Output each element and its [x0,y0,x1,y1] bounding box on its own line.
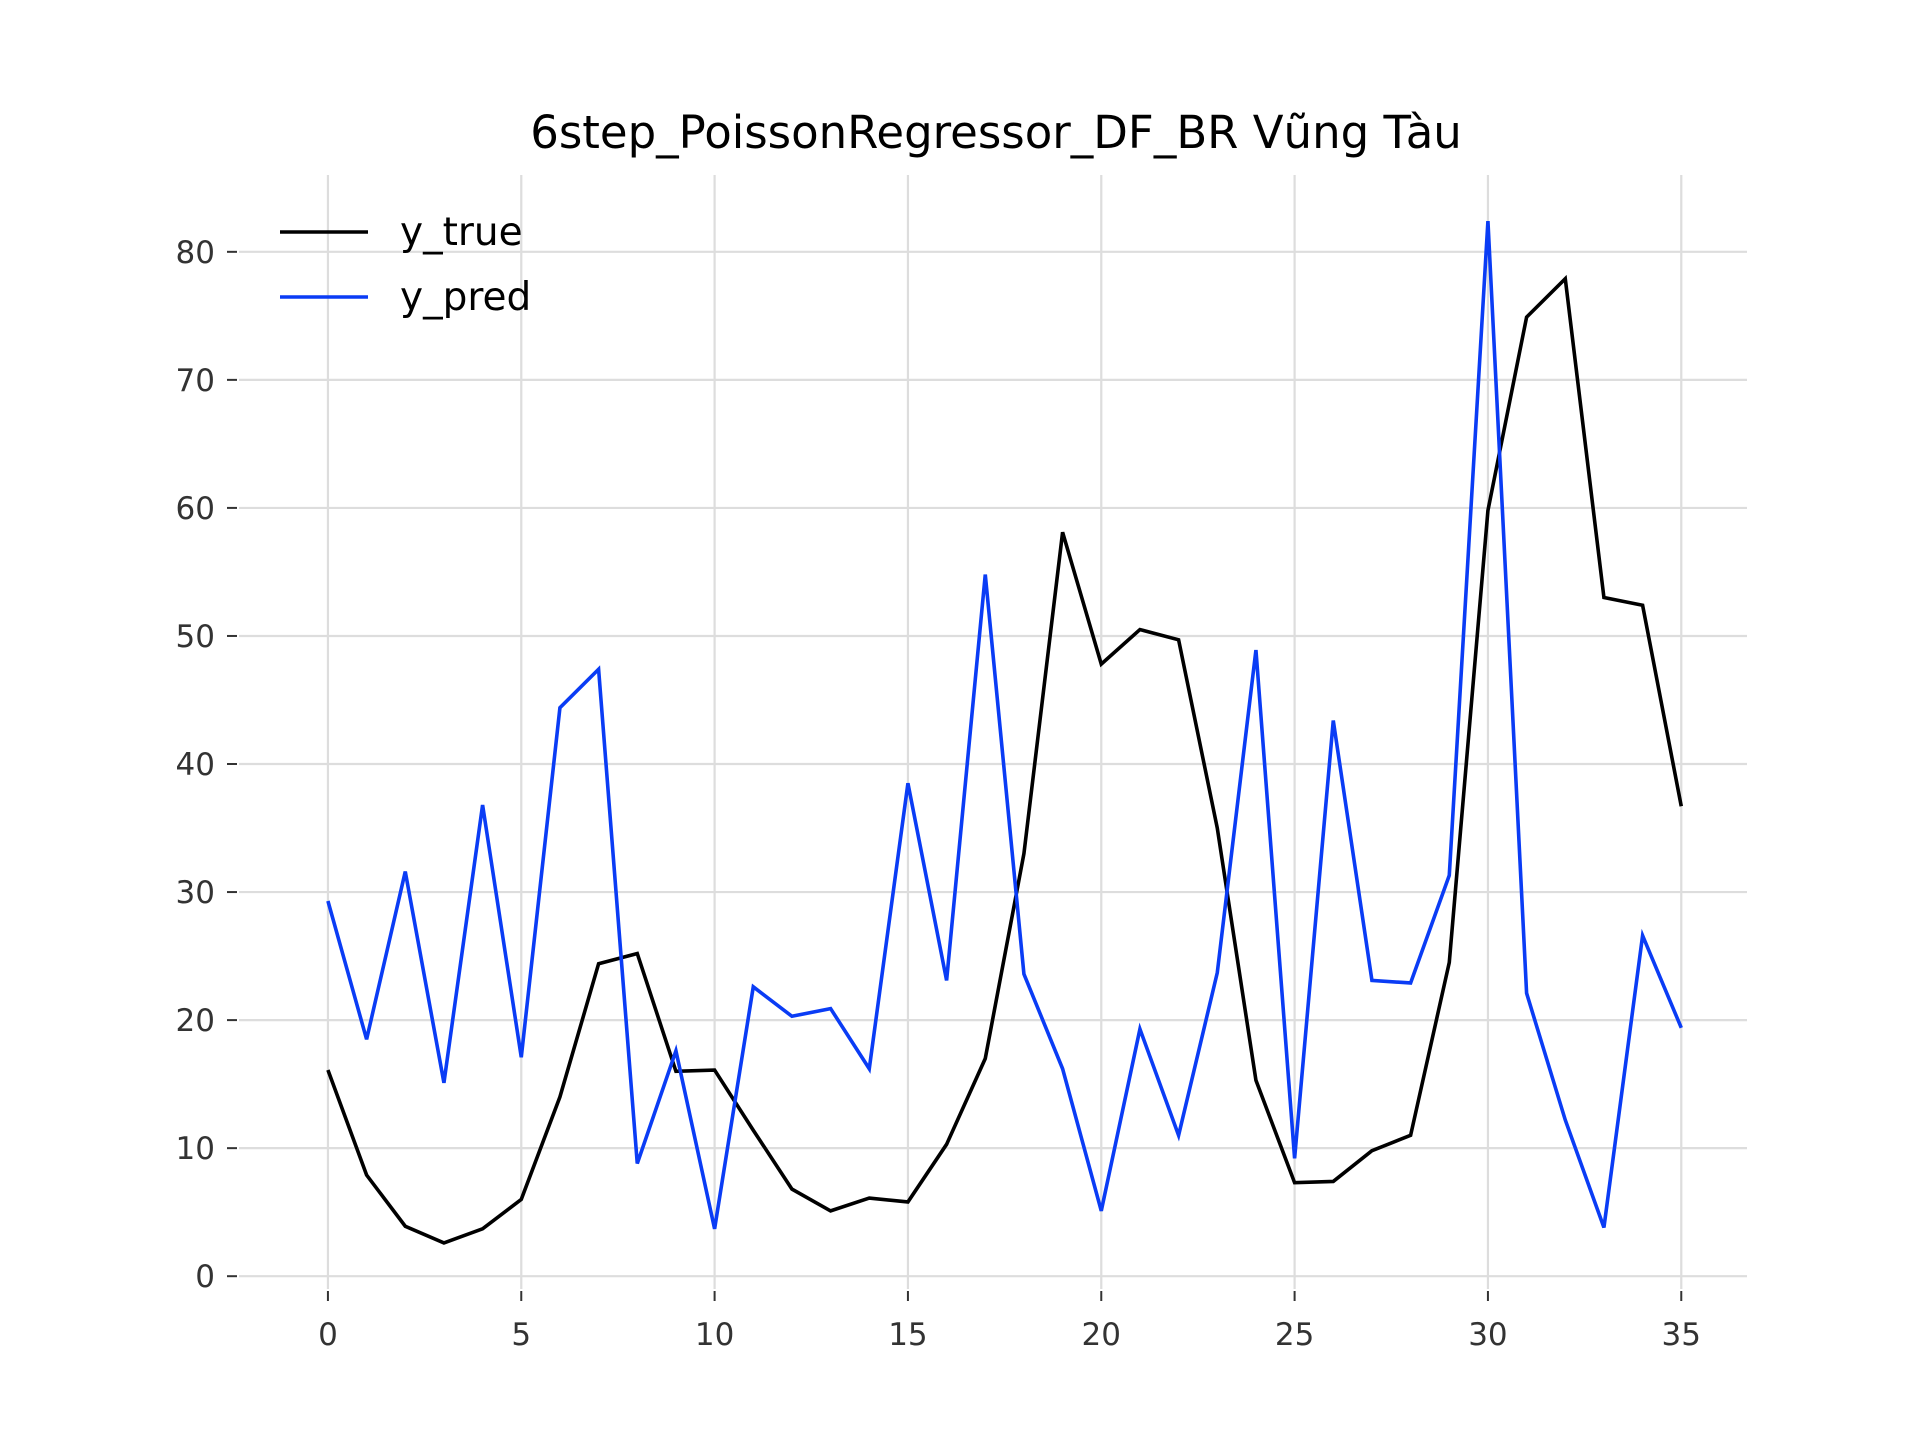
y-tick-label: 0 [195,1259,215,1295]
x-tick-label: 10 [695,1317,734,1353]
legend-item: y_true [280,210,523,255]
y-tick-label: 20 [176,1003,215,1039]
y-tick-label: 30 [176,875,215,911]
x-tick-label: 20 [1082,1317,1121,1353]
x-tick-label: 25 [1275,1317,1314,1353]
y-tick-label: 40 [176,747,215,783]
series-line-y-pred [326,220,1683,1230]
legend-label: y_true [400,210,523,255]
series-line-y-true [326,274,1684,1245]
y-tick-label: 70 [176,363,215,399]
y-tick-label: 80 [176,235,215,271]
legend-item: y_pred [280,275,531,320]
x-axis: 0 5 10 15 20 25 30 35 [318,1291,1701,1353]
legend: y_true y_pred [280,210,531,320]
y-tick-label: 60 [176,491,215,527]
y-axis: 0 10 20 30 40 50 60 70 80 [176,235,237,1295]
x-tick-label: 0 [318,1317,338,1353]
legend-label: y_pred [400,275,531,320]
x-tick-label: 30 [1468,1317,1507,1353]
x-tick-label: 5 [511,1317,531,1353]
x-tick-label: 15 [888,1317,927,1353]
series-group [326,220,1684,1245]
chart-title: 6step_PoissonRegressor_DF_BR Vũng Tàu [530,106,1462,159]
y-tick-label: 50 [176,619,215,655]
x-tick-label: 35 [1662,1317,1701,1353]
y-tick-label: 10 [176,1131,215,1167]
